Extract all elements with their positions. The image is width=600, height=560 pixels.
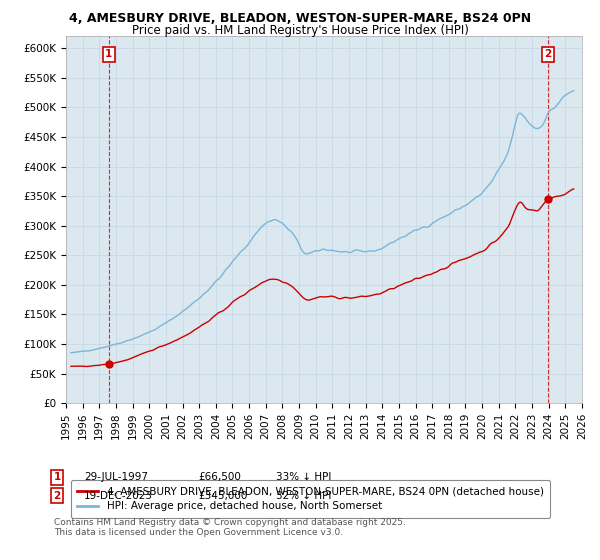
Text: 1: 1 bbox=[53, 472, 61, 482]
Text: 1: 1 bbox=[105, 49, 112, 59]
Text: Contains HM Land Registry data © Crown copyright and database right 2025.
This d: Contains HM Land Registry data © Crown c… bbox=[54, 518, 406, 538]
Text: £345,000: £345,000 bbox=[198, 491, 247, 501]
Text: 2: 2 bbox=[53, 491, 61, 501]
Text: Price paid vs. HM Land Registry's House Price Index (HPI): Price paid vs. HM Land Registry's House … bbox=[131, 24, 469, 36]
Legend: 4, AMESBURY DRIVE, BLEADON, WESTON-SUPER-MARE, BS24 0PN (detached house), HPI: A: 4, AMESBURY DRIVE, BLEADON, WESTON-SUPER… bbox=[71, 480, 550, 517]
Text: 33% ↓ HPI: 33% ↓ HPI bbox=[276, 472, 331, 482]
Text: 19-DEC-2023: 19-DEC-2023 bbox=[84, 491, 153, 501]
Text: £66,500: £66,500 bbox=[198, 472, 241, 482]
Text: 4, AMESBURY DRIVE, BLEADON, WESTON-SUPER-MARE, BS24 0PN: 4, AMESBURY DRIVE, BLEADON, WESTON-SUPER… bbox=[69, 12, 531, 25]
Text: 32% ↓ HPI: 32% ↓ HPI bbox=[276, 491, 331, 501]
Text: 29-JUL-1997: 29-JUL-1997 bbox=[84, 472, 148, 482]
Text: 2: 2 bbox=[544, 49, 551, 59]
